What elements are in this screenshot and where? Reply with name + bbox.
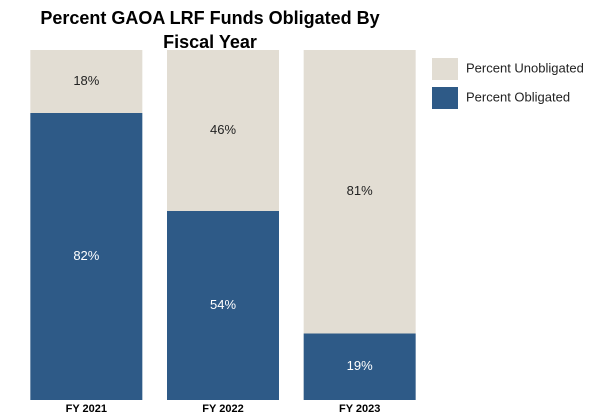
bar-segment: [167, 211, 279, 400]
bar-segment: [30, 50, 143, 113]
x-tick-label: FY 2021: [66, 403, 107, 415]
value-label: 82%: [73, 248, 99, 263]
value-label: 18%: [73, 73, 99, 88]
x-tick-label: FY 2022: [202, 403, 243, 415]
value-label: 19%: [347, 358, 373, 373]
x-tick-label: FY 2023: [339, 403, 380, 415]
legend-swatch: [432, 87, 458, 109]
value-label: 46%: [210, 122, 236, 137]
bar-segment: [30, 113, 143, 400]
value-label: 81%: [347, 183, 373, 198]
legend-label: Percent Obligated: [466, 89, 570, 104]
chart-title: Percent GAOA LRF Funds Obligated By Fisc…: [40, 8, 380, 52]
bar-segment: [167, 50, 279, 211]
legend-swatch: [432, 58, 458, 80]
value-label: 54%: [210, 297, 236, 312]
bar-segment: [303, 333, 416, 400]
legend-label: Percent Unobligated: [466, 60, 584, 75]
bar-segment: [303, 50, 416, 334]
